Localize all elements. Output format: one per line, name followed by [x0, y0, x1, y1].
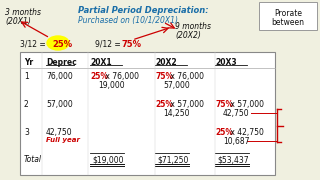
Text: 20X2: 20X2	[155, 58, 177, 67]
Text: 20X1: 20X1	[90, 58, 112, 67]
Text: 75%: 75%	[155, 72, 173, 81]
Ellipse shape	[47, 36, 69, 50]
Text: Purchased on (10/1/20X1): Purchased on (10/1/20X1)	[78, 16, 178, 25]
Text: 25%: 25%	[90, 72, 108, 81]
Text: 42,750: 42,750	[223, 109, 250, 118]
Text: 3 months: 3 months	[5, 8, 41, 17]
Text: $71,250: $71,250	[157, 155, 188, 164]
Text: $53,437: $53,437	[217, 155, 249, 164]
Text: 9/12 =: 9/12 =	[95, 39, 123, 48]
Text: 3: 3	[24, 128, 29, 137]
Text: Partial Period Depreciation:: Partial Period Depreciation:	[78, 6, 209, 15]
Text: 75%: 75%	[215, 100, 233, 109]
Text: x 57,000: x 57,000	[228, 100, 264, 109]
Text: x 57,000: x 57,000	[168, 100, 204, 109]
Text: 25%: 25%	[52, 39, 72, 48]
Text: Full year: Full year	[46, 137, 80, 143]
Text: 75%: 75%	[121, 39, 141, 48]
Text: 57,000: 57,000	[163, 81, 190, 90]
Text: 42,750: 42,750	[46, 128, 73, 137]
Text: between: between	[271, 18, 305, 27]
Text: Deprec: Deprec	[46, 58, 77, 67]
Text: 19,000: 19,000	[98, 81, 124, 90]
Text: 14,250: 14,250	[163, 109, 189, 118]
Text: Yr: Yr	[24, 58, 33, 67]
Text: Prorate: Prorate	[274, 9, 302, 18]
Text: 10,687: 10,687	[223, 137, 250, 146]
Text: (20X2): (20X2)	[175, 31, 201, 40]
Text: Total: Total	[24, 155, 42, 164]
Text: 25%: 25%	[155, 100, 173, 109]
Text: 20X3: 20X3	[215, 58, 236, 67]
Text: x 76,000: x 76,000	[168, 72, 204, 81]
Text: x 42,750: x 42,750	[228, 128, 264, 137]
Text: 3/12 =: 3/12 =	[20, 39, 48, 48]
Text: x 76,000: x 76,000	[103, 72, 139, 81]
Text: 2: 2	[24, 100, 29, 109]
Text: 9 months: 9 months	[175, 22, 211, 31]
Bar	[20, 52, 275, 175]
Text: 76,000: 76,000	[46, 72, 73, 81]
Text: 25%: 25%	[215, 128, 233, 137]
Text: $19,000: $19,000	[92, 155, 124, 164]
Text: 1: 1	[24, 72, 29, 81]
Text: (20X1): (20X1)	[5, 17, 31, 26]
FancyBboxPatch shape	[259, 2, 317, 30]
Text: 57,000: 57,000	[46, 100, 73, 109]
